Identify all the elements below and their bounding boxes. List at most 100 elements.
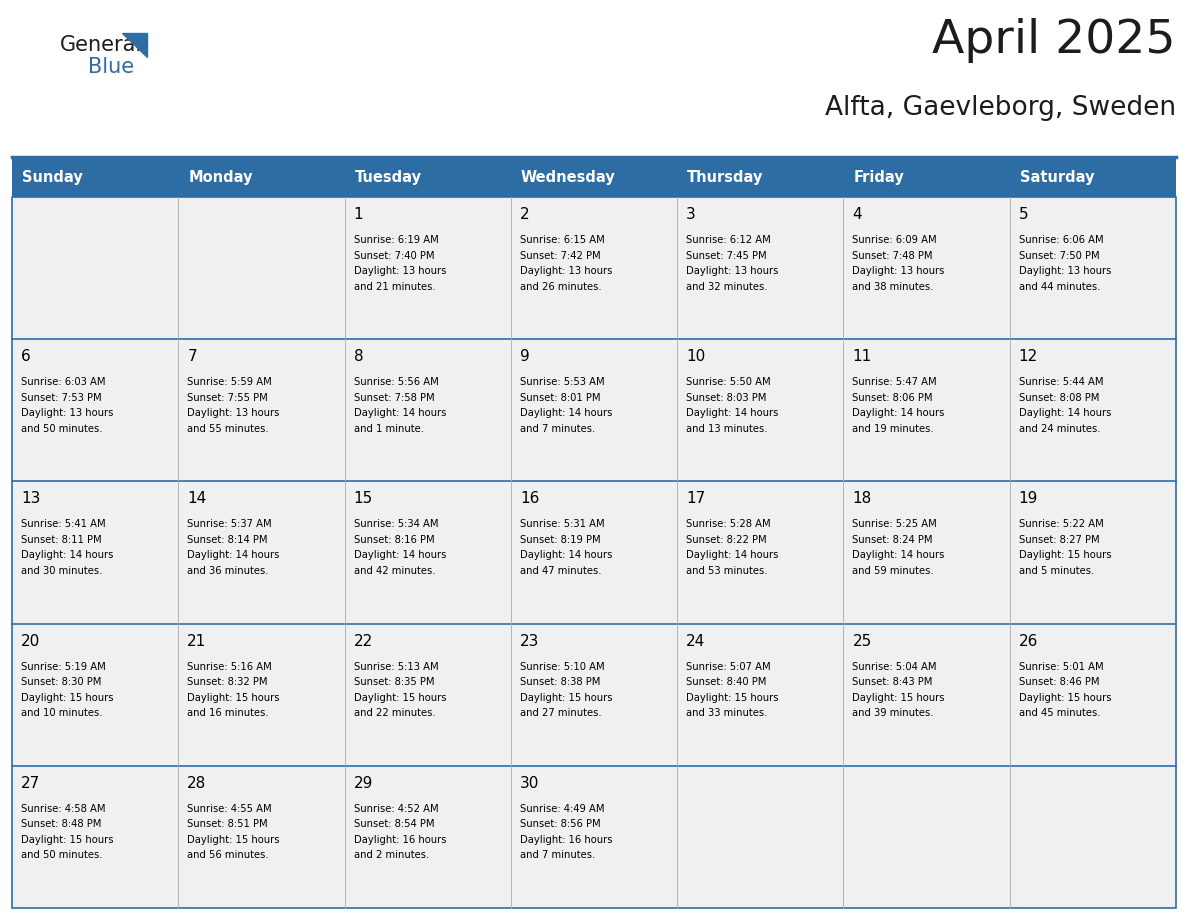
Text: Daylight: 15 hours: Daylight: 15 hours <box>21 692 114 702</box>
Text: Daylight: 14 hours: Daylight: 14 hours <box>520 551 612 560</box>
Text: Sunset: 8:03 PM: Sunset: 8:03 PM <box>687 393 766 403</box>
Text: Daylight: 14 hours: Daylight: 14 hours <box>687 551 778 560</box>
Text: Saturday: Saturday <box>1019 170 1094 185</box>
Text: Sunrise: 5:56 AM: Sunrise: 5:56 AM <box>354 377 438 387</box>
Text: Daylight: 14 hours: Daylight: 14 hours <box>1019 409 1111 419</box>
Text: and 44 minutes.: and 44 minutes. <box>1019 282 1100 292</box>
Text: Sunrise: 6:19 AM: Sunrise: 6:19 AM <box>354 235 438 245</box>
Text: Sunrise: 5:19 AM: Sunrise: 5:19 AM <box>21 662 106 672</box>
Text: 15: 15 <box>354 491 373 507</box>
Text: 27: 27 <box>21 776 40 790</box>
Text: Sunset: 8:06 PM: Sunset: 8:06 PM <box>853 393 933 403</box>
Text: and 38 minutes.: and 38 minutes. <box>853 282 934 292</box>
Text: April 2025: April 2025 <box>933 18 1176 63</box>
Text: and 55 minutes.: and 55 minutes. <box>188 424 268 433</box>
Text: Sunrise: 5:47 AM: Sunrise: 5:47 AM <box>853 377 937 387</box>
Text: and 32 minutes.: and 32 minutes. <box>687 282 767 292</box>
Text: Daylight: 13 hours: Daylight: 13 hours <box>853 266 944 276</box>
Text: Sunrise: 5:10 AM: Sunrise: 5:10 AM <box>520 662 605 672</box>
Text: Daylight: 13 hours: Daylight: 13 hours <box>520 266 612 276</box>
Text: Sunset: 8:14 PM: Sunset: 8:14 PM <box>188 535 267 545</box>
Text: 26: 26 <box>1019 633 1038 649</box>
Text: and 50 minutes.: and 50 minutes. <box>21 850 102 860</box>
Text: Sunrise: 5:16 AM: Sunrise: 5:16 AM <box>188 662 272 672</box>
Text: Daylight: 15 hours: Daylight: 15 hours <box>1019 551 1111 560</box>
Text: Sunset: 7:45 PM: Sunset: 7:45 PM <box>687 251 766 261</box>
Text: 1: 1 <box>354 207 364 222</box>
Text: and 33 minutes.: and 33 minutes. <box>687 708 767 718</box>
Text: Sunrise: 4:58 AM: Sunrise: 4:58 AM <box>21 804 106 813</box>
Text: Sunrise: 5:13 AM: Sunrise: 5:13 AM <box>354 662 438 672</box>
Text: and 22 minutes.: and 22 minutes. <box>354 708 435 718</box>
Text: and 27 minutes.: and 27 minutes. <box>520 708 601 718</box>
Text: Daylight: 15 hours: Daylight: 15 hours <box>21 834 114 845</box>
Text: Daylight: 14 hours: Daylight: 14 hours <box>188 551 279 560</box>
Text: 13: 13 <box>21 491 40 507</box>
Text: and 7 minutes.: and 7 minutes. <box>520 424 595 433</box>
Text: and 7 minutes.: and 7 minutes. <box>520 850 595 860</box>
Polygon shape <box>122 33 147 57</box>
Text: 14: 14 <box>188 491 207 507</box>
Text: Daylight: 15 hours: Daylight: 15 hours <box>354 692 446 702</box>
Text: Sunrise: 5:37 AM: Sunrise: 5:37 AM <box>188 520 272 530</box>
Text: Sunrise: 5:07 AM: Sunrise: 5:07 AM <box>687 662 771 672</box>
Text: Sunset: 8:16 PM: Sunset: 8:16 PM <box>354 535 434 545</box>
Text: Daylight: 16 hours: Daylight: 16 hours <box>354 834 446 845</box>
Text: Sunrise: 6:06 AM: Sunrise: 6:06 AM <box>1019 235 1104 245</box>
Text: Sunset: 7:42 PM: Sunset: 7:42 PM <box>520 251 600 261</box>
Text: Sunset: 7:58 PM: Sunset: 7:58 PM <box>354 393 434 403</box>
Text: 22: 22 <box>354 633 373 649</box>
Text: 2: 2 <box>520 207 530 222</box>
Text: Monday: Monday <box>188 170 253 185</box>
Text: Sunset: 8:35 PM: Sunset: 8:35 PM <box>354 677 434 687</box>
Text: Sunrise: 6:03 AM: Sunrise: 6:03 AM <box>21 377 106 387</box>
Text: Blue: Blue <box>88 57 134 77</box>
Text: Sunrise: 5:44 AM: Sunrise: 5:44 AM <box>1019 377 1104 387</box>
Text: 20: 20 <box>21 633 40 649</box>
Text: Daylight: 15 hours: Daylight: 15 hours <box>853 692 944 702</box>
Text: 17: 17 <box>687 491 706 507</box>
Bar <box>12 197 1176 908</box>
Text: and 36 minutes.: and 36 minutes. <box>188 565 268 576</box>
Text: and 53 minutes.: and 53 minutes. <box>687 565 767 576</box>
Text: Daylight: 14 hours: Daylight: 14 hours <box>354 409 446 419</box>
Text: Daylight: 16 hours: Daylight: 16 hours <box>520 834 612 845</box>
Text: Sunset: 8:46 PM: Sunset: 8:46 PM <box>1019 677 1099 687</box>
Text: and 5 minutes.: and 5 minutes. <box>1019 565 1094 576</box>
Text: Sunrise: 6:12 AM: Sunrise: 6:12 AM <box>687 235 771 245</box>
Text: Sunday: Sunday <box>23 170 83 185</box>
Text: Wednesday: Wednesday <box>520 170 615 185</box>
Text: 24: 24 <box>687 633 706 649</box>
Text: 21: 21 <box>188 633 207 649</box>
Text: Sunrise: 5:53 AM: Sunrise: 5:53 AM <box>520 377 605 387</box>
Text: 11: 11 <box>853 349 872 364</box>
Text: Sunset: 7:48 PM: Sunset: 7:48 PM <box>853 251 933 261</box>
Text: 6: 6 <box>21 349 31 364</box>
Text: Daylight: 13 hours: Daylight: 13 hours <box>21 409 113 419</box>
Text: Daylight: 14 hours: Daylight: 14 hours <box>853 551 944 560</box>
Text: and 42 minutes.: and 42 minutes. <box>354 565 435 576</box>
Text: Sunset: 8:48 PM: Sunset: 8:48 PM <box>21 819 101 829</box>
Text: and 19 minutes.: and 19 minutes. <box>853 424 934 433</box>
Text: Daylight: 15 hours: Daylight: 15 hours <box>1019 692 1111 702</box>
Text: 23: 23 <box>520 633 539 649</box>
Text: Sunset: 7:53 PM: Sunset: 7:53 PM <box>21 393 102 403</box>
Text: Sunrise: 4:55 AM: Sunrise: 4:55 AM <box>188 804 272 813</box>
Text: and 1 minute.: and 1 minute. <box>354 424 424 433</box>
Text: Sunset: 8:01 PM: Sunset: 8:01 PM <box>520 393 600 403</box>
Text: Sunrise: 6:09 AM: Sunrise: 6:09 AM <box>853 235 937 245</box>
Text: Daylight: 14 hours: Daylight: 14 hours <box>354 551 446 560</box>
Text: Sunrise: 5:59 AM: Sunrise: 5:59 AM <box>188 377 272 387</box>
Text: and 45 minutes.: and 45 minutes. <box>1019 708 1100 718</box>
Text: Sunrise: 5:31 AM: Sunrise: 5:31 AM <box>520 520 605 530</box>
Text: Sunrise: 5:41 AM: Sunrise: 5:41 AM <box>21 520 106 530</box>
Text: Sunset: 8:22 PM: Sunset: 8:22 PM <box>687 535 766 545</box>
Text: Sunrise: 5:28 AM: Sunrise: 5:28 AM <box>687 520 771 530</box>
Text: 9: 9 <box>520 349 530 364</box>
Text: Sunset: 7:55 PM: Sunset: 7:55 PM <box>188 393 268 403</box>
Text: Sunrise: 5:22 AM: Sunrise: 5:22 AM <box>1019 520 1104 530</box>
Text: Sunrise: 4:52 AM: Sunrise: 4:52 AM <box>354 804 438 813</box>
Text: Sunset: 8:27 PM: Sunset: 8:27 PM <box>1019 535 1099 545</box>
Text: Friday: Friday <box>853 170 904 185</box>
Text: Alfta, Gaevleborg, Sweden: Alfta, Gaevleborg, Sweden <box>824 95 1176 121</box>
